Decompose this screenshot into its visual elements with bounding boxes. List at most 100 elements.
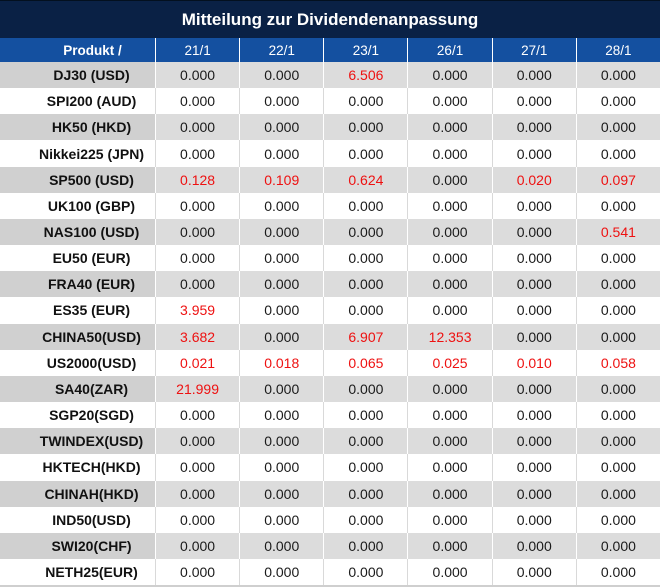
value-cell: 0.000 bbox=[491, 532, 576, 559]
value-cell: 0.000 bbox=[407, 140, 492, 167]
value-cell: 0.000 bbox=[407, 88, 492, 115]
value-cell: 0.000 bbox=[239, 114, 324, 141]
product-cell: NETH25(EUR) bbox=[0, 558, 155, 586]
value-cell: 0.000 bbox=[239, 62, 324, 89]
value-cell: 0.000 bbox=[407, 271, 492, 298]
table-row: NETH25(EUR) 0.000 0.000 0.000 0.000 0.000 0.00… bbox=[0, 558, 660, 586]
column-header-date: 27/1 bbox=[491, 38, 576, 62]
value-cell: 0.058 bbox=[575, 349, 660, 376]
value-cell: 0.010 bbox=[491, 349, 576, 376]
value-cell: 0.000 bbox=[239, 297, 324, 324]
value-cell: 0.000 bbox=[239, 245, 324, 272]
value-cell: 0.128 bbox=[155, 166, 240, 193]
table-row: IND50(USD) 0.000 0.000 0.000 0.000 0.000 0.000 bbox=[0, 506, 660, 533]
value-cell: 0.000 bbox=[155, 140, 240, 167]
value-cell: 0.020 bbox=[491, 166, 576, 193]
product-cell: US2000(USD) bbox=[0, 349, 155, 376]
table-row: EU50 (EUR) 0.000 0.000 0.000 0.000 0.000 0.000 bbox=[0, 245, 660, 272]
value-cell: 0.000 bbox=[155, 402, 240, 429]
value-cell: 0.000 bbox=[239, 428, 324, 455]
value-cell: 0.000 bbox=[239, 375, 324, 403]
column-header-date: 23/1 bbox=[323, 38, 407, 62]
value-cell: 0.000 bbox=[407, 428, 492, 455]
product-cell: SP500 (USD) bbox=[0, 166, 155, 193]
value-cell: 0.000 bbox=[575, 480, 660, 507]
value-cell: 0.000 bbox=[575, 558, 660, 586]
value-cell: 0.000 bbox=[155, 506, 240, 533]
product-cell: UK100 (GBP) bbox=[0, 192, 155, 219]
column-header-date: 26/1 bbox=[407, 38, 491, 62]
value-cell: 21.999 bbox=[155, 375, 240, 403]
value-cell: 0.000 bbox=[323, 375, 408, 403]
value-cell: 0.000 bbox=[407, 218, 492, 246]
value-cell: 0.000 bbox=[575, 375, 660, 403]
table-header: Produkt / 21/1 22/1 23/1 26/1 27/1 28/1 bbox=[0, 38, 660, 62]
value-cell: 0.000 bbox=[491, 402, 576, 429]
value-cell: 0.000 bbox=[239, 480, 324, 507]
value-cell: 0.000 bbox=[323, 428, 408, 455]
value-cell: 0.000 bbox=[575, 192, 660, 219]
value-cell: 0.624 bbox=[323, 166, 408, 193]
value-cell: 0.000 bbox=[575, 245, 660, 272]
value-cell: 0.000 bbox=[491, 62, 576, 89]
value-cell: 0.000 bbox=[155, 114, 240, 141]
table-row: SWI20(CHF) 0.000 0.000 0.000 0.000 0.000 0.000 bbox=[0, 532, 660, 559]
table-row: SGP20(SGD) 0.000 0.000 0.000 0.000 0.000 0.000 bbox=[0, 402, 660, 429]
product-cell: Nikkei225 (JPN) bbox=[0, 140, 155, 167]
value-cell: 6.907 bbox=[323, 323, 408, 350]
value-cell: 0.000 bbox=[575, 297, 660, 324]
value-cell: 0.000 bbox=[491, 558, 576, 586]
value-cell: 0.000 bbox=[155, 271, 240, 298]
table-row: SP500 (USD) 0.128 0.109 0.624 0.000 0.020 0.09… bbox=[0, 166, 660, 193]
product-cell: CHINAH(HKD) bbox=[0, 480, 155, 507]
value-cell: 0.000 bbox=[491, 506, 576, 533]
table-row: SPI200 (AUD) 0.000 0.000 0.000 0.000 0.000 0.0… bbox=[0, 88, 660, 115]
value-cell: 0.000 bbox=[407, 558, 492, 586]
value-cell: 0.000 bbox=[575, 402, 660, 429]
table-row: SA40(ZAR) 21.999 0.000 0.000 0.000 0.000 0.000 bbox=[0, 375, 660, 403]
table-row: HKTECH(HKD) 0.000 0.000 0.000 0.000 0.000 0.00… bbox=[0, 454, 660, 481]
value-cell: 0.000 bbox=[575, 532, 660, 559]
value-cell: 0.000 bbox=[323, 532, 408, 559]
table-body: DJ30 (USD) 0.000 0.000 6.506 0.000 0.000 0.000… bbox=[0, 62, 660, 587]
value-cell: 0.000 bbox=[323, 192, 408, 219]
value-cell: 0.000 bbox=[491, 218, 576, 246]
value-cell: 0.000 bbox=[323, 140, 408, 167]
value-cell: 0.000 bbox=[239, 140, 324, 167]
table-row: ES35 (EUR) 3.959 0.000 0.000 0.000 0.000 0.000 bbox=[0, 297, 660, 324]
table-row: TWINDEX(USD) 0.000 0.000 0.000 0.000 0.000 0.0… bbox=[0, 428, 660, 455]
value-cell: 0.000 bbox=[491, 428, 576, 455]
table-row: HK50 (HKD) 0.000 0.000 0.000 0.000 0.000 0.000 bbox=[0, 114, 660, 141]
value-cell: 0.000 bbox=[323, 506, 408, 533]
value-cell: 0.000 bbox=[491, 88, 576, 115]
value-cell: 0.000 bbox=[239, 506, 324, 533]
value-cell: 0.000 bbox=[575, 428, 660, 455]
column-header-date: 28/1 bbox=[575, 38, 660, 62]
value-cell: 0.000 bbox=[323, 480, 408, 507]
value-cell: 0.000 bbox=[575, 323, 660, 350]
value-cell: 0.018 bbox=[239, 349, 324, 376]
product-cell: CHINA50(USD) bbox=[0, 323, 155, 350]
value-cell: 0.000 bbox=[155, 88, 240, 115]
value-cell: 0.000 bbox=[575, 88, 660, 115]
value-cell: 0.000 bbox=[155, 558, 240, 586]
page-title: Mitteilung zur Dividendenanpassung bbox=[0, 0, 660, 38]
value-cell: 12.353 bbox=[407, 323, 492, 350]
value-cell: 0.000 bbox=[575, 114, 660, 141]
value-cell: 0.000 bbox=[491, 480, 576, 507]
value-cell: 0.000 bbox=[239, 218, 324, 246]
value-cell: 0.000 bbox=[323, 218, 408, 246]
value-cell: 0.000 bbox=[407, 454, 492, 481]
value-cell: 0.000 bbox=[323, 297, 408, 324]
value-cell: 0.000 bbox=[407, 166, 492, 193]
value-cell: 0.000 bbox=[155, 480, 240, 507]
product-cell: SA40(ZAR) bbox=[0, 375, 155, 403]
table-row: US2000(USD) 0.021 0.018 0.065 0.025 0.010 0.05… bbox=[0, 349, 660, 376]
value-cell: 0.000 bbox=[491, 114, 576, 141]
value-cell: 0.000 bbox=[407, 114, 492, 141]
value-cell: 0.000 bbox=[407, 297, 492, 324]
product-cell: DJ30 (USD) bbox=[0, 62, 155, 89]
value-cell: 3.682 bbox=[155, 323, 240, 350]
table-row: Nikkei225 (JPN) 0.000 0.000 0.000 0.000 0.000… bbox=[0, 140, 660, 167]
